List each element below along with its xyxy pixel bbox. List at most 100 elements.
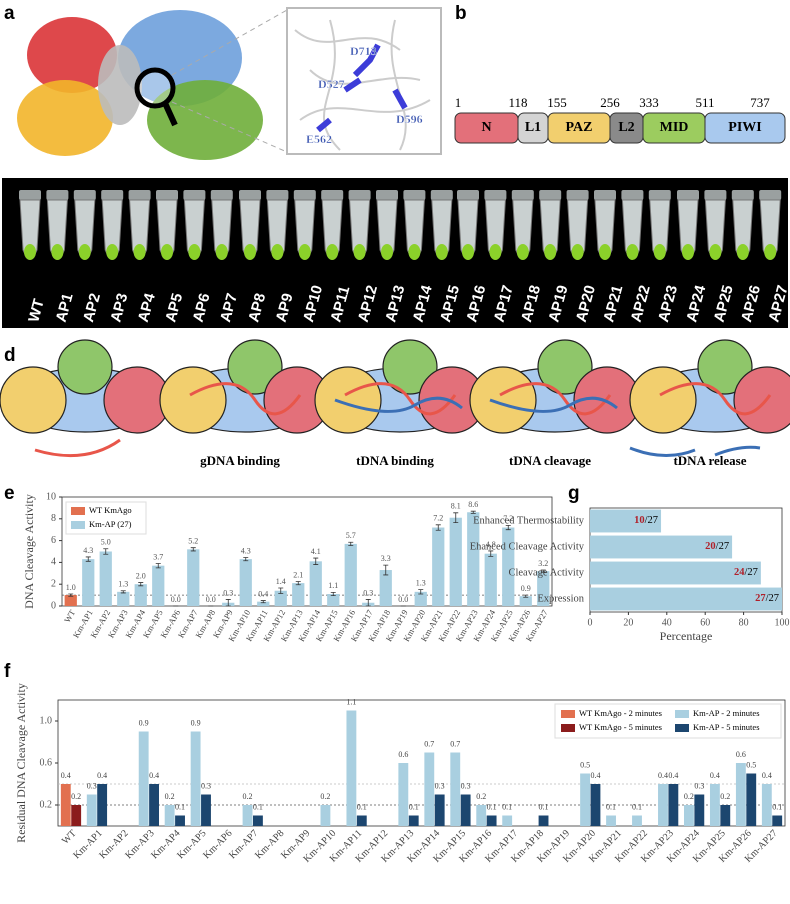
bar <box>292 583 305 606</box>
value-label: 0.4 <box>258 589 268 598</box>
y-axis-label: DNA Cleavage Activity <box>22 494 36 609</box>
panel-label: g <box>568 483 580 504</box>
panel-label: a <box>4 3 15 24</box>
bar <box>467 512 480 606</box>
bar <box>346 710 357 826</box>
tube-liquid <box>709 244 722 260</box>
domain-label: L2 <box>618 120 634 135</box>
tube-cap <box>156 190 178 200</box>
value-label: 4.3 <box>83 546 93 555</box>
tube-cap <box>293 190 316 200</box>
value-label: 0.9 <box>139 718 149 727</box>
tube-cap <box>511 190 534 200</box>
bar <box>64 595 77 606</box>
panel-label: e <box>4 483 15 504</box>
tube-label: AP7 <box>217 291 241 324</box>
bar <box>60 784 71 826</box>
tube-cap <box>19 190 41 200</box>
value-label: 0.1 <box>357 802 367 811</box>
value-label: 0.9 <box>521 584 531 593</box>
y-tick-label: 6 <box>51 535 56 546</box>
tube-liquid <box>133 244 146 260</box>
total: /27 <box>744 567 757 578</box>
value-label: 0.9 <box>191 718 201 727</box>
value-label: 0.1 <box>632 802 642 811</box>
bar <box>519 596 532 606</box>
bar <box>434 794 445 826</box>
value-label: 0.4 <box>668 771 678 780</box>
value-label: 0.2 <box>476 792 486 801</box>
error-bar <box>68 593 74 597</box>
value-label: 8.1 <box>451 502 461 511</box>
bar <box>484 553 497 606</box>
step-label: tDNA release <box>673 453 746 468</box>
bar <box>175 815 185 826</box>
bar <box>668 784 679 826</box>
value-label: 0.3 <box>435 781 445 790</box>
bar <box>201 794 211 826</box>
legend-label: WT KmAgo <box>89 505 132 515</box>
tube-cap <box>594 190 616 200</box>
value-label: 0.3 <box>694 781 704 790</box>
value-label: 5.2 <box>188 537 198 546</box>
error-bar <box>418 589 424 595</box>
error-bar <box>383 564 389 576</box>
error-bar <box>505 524 511 531</box>
count: 20 <box>705 541 716 552</box>
value-label: 0.7 <box>450 739 460 748</box>
tube-liquid <box>106 244 119 260</box>
error-bar <box>330 591 336 597</box>
step-label: tDNA cleavage <box>509 453 591 468</box>
bar <box>537 571 550 606</box>
bar <box>327 594 340 606</box>
domain-label: MID <box>660 120 689 135</box>
tube-liquid <box>271 244 284 260</box>
domain-circle <box>382 339 438 395</box>
tube-liquid <box>381 244 393 260</box>
tube-label: AP6 <box>190 291 214 324</box>
legend-swatch <box>675 724 689 732</box>
category-label: Cleavage Activity <box>508 567 584 578</box>
value-label: 0.0 <box>206 595 216 604</box>
domain-circle <box>469 366 537 434</box>
bar <box>683 805 694 826</box>
domain-circle <box>537 339 593 395</box>
tube-liquid <box>571 244 584 260</box>
panel-label: f <box>4 661 11 682</box>
value-label: 8.6 <box>468 500 478 509</box>
bar <box>414 591 427 606</box>
tube-cap <box>484 190 507 200</box>
legend-swatch <box>675 710 689 718</box>
bar <box>71 805 82 826</box>
tube-cap <box>266 190 289 200</box>
bar <box>99 551 112 606</box>
value-label: 0.2 <box>720 792 730 801</box>
bar <box>187 549 200 606</box>
x-tick-label: 20 <box>623 617 633 628</box>
gdna <box>499 382 612 416</box>
bar <box>658 784 668 826</box>
error-bar <box>488 550 494 557</box>
value-label: 0.1 <box>487 802 497 811</box>
value-label: 4.8 <box>486 540 496 549</box>
bar <box>538 815 549 826</box>
value-label: 0.4 <box>762 771 772 780</box>
panel-label: d <box>4 345 16 366</box>
value-label: 0.6 <box>736 750 746 759</box>
value-label: 0.0 <box>171 595 181 604</box>
value-label: 0.1 <box>606 802 616 811</box>
bar <box>720 805 731 826</box>
bar <box>344 543 357 606</box>
tube-cap <box>430 190 453 200</box>
bar <box>580 773 591 826</box>
value-label: 0.3 <box>461 781 471 790</box>
value-label: 0.2 <box>320 792 330 801</box>
error-bar <box>190 547 196 552</box>
domain-label: L1 <box>525 120 541 135</box>
panel-label: c <box>4 185 15 206</box>
tdna <box>629 445 761 458</box>
domain-circle <box>697 339 753 395</box>
domain-circle <box>629 366 697 434</box>
y-tick-label: 0 <box>51 600 56 611</box>
